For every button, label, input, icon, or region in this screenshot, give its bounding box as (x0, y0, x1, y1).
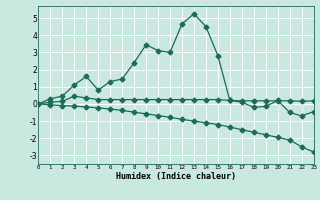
X-axis label: Humidex (Indice chaleur): Humidex (Indice chaleur) (116, 172, 236, 181)
